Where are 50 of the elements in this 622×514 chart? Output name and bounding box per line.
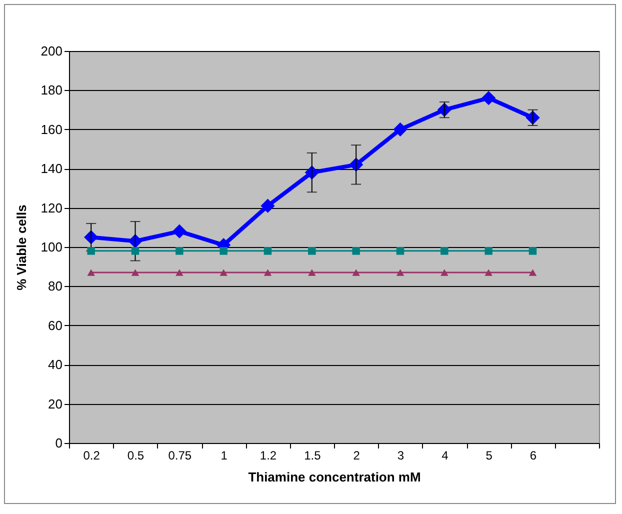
x-tick-label: 3: [397, 448, 404, 462]
point: [308, 247, 316, 255]
point: [440, 247, 448, 255]
point: [352, 269, 360, 276]
y-tick-label: 100: [40, 240, 62, 254]
y-tick-label: 120: [40, 200, 62, 216]
point: [260, 198, 275, 213]
point: [176, 247, 184, 255]
point: [172, 224, 186, 238]
x-tick-label: 0.75: [168, 448, 192, 462]
x-axis-title: Thiamine concentration mM: [248, 470, 421, 484]
point: [352, 247, 360, 255]
x-tick-label: 0.5: [127, 448, 144, 462]
x-tick-label: 2: [353, 448, 360, 462]
point: [396, 247, 404, 255]
y-tick-label: 180: [40, 82, 62, 98]
point: [393, 122, 408, 136]
y-axis-title: % Viable cells: [14, 204, 29, 290]
point: [264, 269, 272, 276]
point: [87, 247, 95, 255]
point: [528, 247, 537, 255]
x-tick-label: 1.5: [304, 448, 322, 462]
x-tick-label: 4: [442, 448, 449, 462]
point: [396, 269, 404, 276]
point: [87, 269, 95, 276]
y-tick-label: 160: [40, 122, 62, 137]
y-tick-label: 40: [48, 357, 62, 372]
x-tick-label: 5: [486, 448, 493, 462]
point: [308, 269, 316, 276]
y-tick-label: 20: [48, 396, 62, 412]
y-tick-label: 140: [40, 161, 62, 176]
y-tick-label: 0: [55, 436, 62, 450]
point: [264, 247, 272, 255]
point: [482, 90, 496, 106]
y-tick-label: 80: [48, 278, 62, 294]
point: [528, 269, 537, 276]
point: [176, 269, 184, 276]
point: [484, 247, 492, 255]
x-tick-label: 0.2: [83, 448, 100, 462]
point: [220, 247, 228, 255]
point: [484, 269, 492, 276]
point: [440, 269, 448, 276]
y-tick-label: 200: [40, 44, 62, 58]
point: [131, 247, 140, 255]
x-tick-label: 6: [530, 448, 537, 462]
y-tick-label: 60: [48, 318, 62, 333]
x-tick-label: 1.2: [260, 448, 277, 462]
point: [220, 269, 228, 276]
point: [131, 269, 140, 276]
x-tick-label: 1: [220, 448, 228, 462]
